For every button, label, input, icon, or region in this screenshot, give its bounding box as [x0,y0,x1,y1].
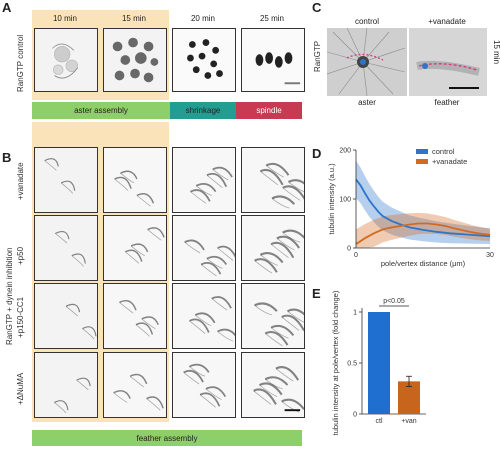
time-label-10: 10 min [52,14,77,23]
legend-swatch-control [416,149,428,154]
chart-e: 0 0.5 1 tubulin intensity at pole/vertex (f… [331,290,426,435]
bar-ctl [368,312,390,414]
micrograph-a-20min [172,28,236,92]
category-label-van: +van [401,418,416,425]
panel-label-b: B [2,150,12,165]
time-label-20: 20 min [190,14,215,23]
micrograph-b-row1-col1 [34,147,98,213]
panel-label-a: A [2,0,12,15]
panel-label-d: D [312,146,322,161]
y-tick-label-0.5: 0.5 [347,361,357,368]
right-label-15min: 15 min [492,40,500,65]
label-aster: aster [358,98,376,107]
y-tick-label-100: 100 [339,197,351,204]
x-tick-label-30: 30 [486,252,494,259]
y-tick-label-200: 200 [339,148,351,155]
image-feather [409,28,487,96]
phase-shrinkage: shrinkage [170,102,236,119]
time-label-15: 15 min [121,14,146,23]
micrograph-b-row2-col1 [34,215,98,281]
legend-swatch-vanadate [416,159,428,164]
micrograph-b-row4-col1 [34,352,98,418]
significance-label: p<0.05 [383,298,405,305]
micrograph-b-row1-col2 [103,147,167,213]
micrograph-b-row1-col4 [241,147,305,213]
line-control [355,178,491,238]
label-feather: feather [434,98,460,107]
left-label-rangtp: RanGTP [313,40,322,72]
phase-aster-assembly: aster assembly [32,102,170,119]
phase-feather-assembly: feather assembly [32,430,302,446]
line-vanadate [355,222,491,245]
micrograph-b-row3-col4 [241,283,305,349]
x-axis-label: pole/vertex distance (μm) [381,259,466,268]
row-label-p50: +p50 [16,246,25,265]
micrograph-b-row3-col2 [103,283,167,349]
phase-spindle: spindle [236,102,302,119]
image-aster [327,28,407,96]
legend-label-control: control [432,147,455,156]
y-tick-label-0: 0 [347,246,351,253]
micrograph-a-10min [34,28,98,92]
header-control: control [354,17,379,26]
chart-d: 0 100 200 0 30 pole/vertex distance (μm) tubul… [327,147,494,268]
category-label-ctl: ctl [376,418,383,425]
side-label-dynein: RanGTP + dynein inhibition [5,247,14,345]
micrograph-b-row1-col3 [172,147,236,213]
micrograph-b-row3-col1 [34,283,98,349]
micrograph-a-15min [103,28,167,92]
micrograph-b-row3-col3 [172,283,236,349]
header-vanadate: +vanadate [428,17,466,26]
row-label-vanadate: +vanadate [16,162,25,200]
y-axis-label: tubulin intensity (a.u.) [327,163,336,235]
micrograph-b-row2-col3 [172,215,236,281]
row-label-rangtp-control: RanGTP control [16,34,25,92]
micrograph-b-row4-col4 [241,352,305,418]
x-tick-label-0: 0 [354,252,358,259]
panel-label-e: E [312,286,321,301]
micrograph-a-25min [241,28,305,92]
panel-label-c: C [312,0,322,15]
row-label-dnuma: +ΔNuMA [16,372,25,405]
micrograph-b-row2-col2 [103,215,167,281]
y-axis-label: tubulin intensity at pole/vertex (fold c… [331,290,340,435]
micrograph-b-row2-col4 [241,215,305,281]
bar-van [398,381,420,414]
micrograph-b-row4-col3 [172,352,236,418]
time-label-25: 25 min [259,14,284,23]
micrograph-b-row4-col2 [103,352,167,418]
legend-label-vanadate: +vanadate [432,157,467,166]
band-control [356,160,490,244]
row-label-p150cc1: +p150-CC1 [16,296,25,338]
y-tick-label-1: 1 [353,310,357,317]
y-tick-label-0: 0 [353,412,357,419]
